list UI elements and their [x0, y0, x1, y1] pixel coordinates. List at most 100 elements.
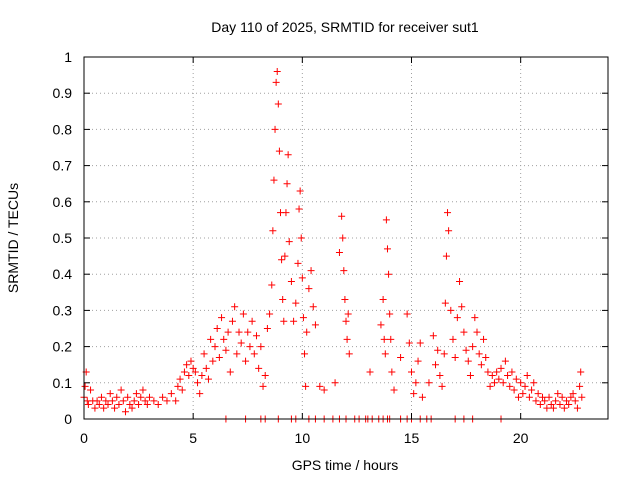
- data-point: [475, 350, 483, 358]
- data-points: [80, 67, 586, 423]
- data-point: [284, 151, 292, 159]
- data-point: [113, 393, 121, 401]
- data-point: [126, 401, 134, 409]
- data-point: [578, 393, 586, 401]
- data-point: [283, 180, 291, 188]
- data-point: [191, 368, 199, 376]
- data-point: [382, 216, 390, 224]
- data-point: [517, 379, 525, 387]
- x-axis-label: GPS time / hours: [292, 457, 399, 473]
- data-point: [525, 393, 533, 401]
- data-point: [117, 386, 125, 394]
- y-tick-label: 0.6: [53, 194, 73, 210]
- data-point: [560, 404, 568, 412]
- data-point: [220, 335, 228, 343]
- data-point: [449, 335, 457, 343]
- data-point: [442, 252, 450, 260]
- data-point: [81, 382, 89, 390]
- data-point: [183, 361, 191, 369]
- data-point: [460, 328, 468, 336]
- axis-ticks: 00.10.20.30.40.50.60.70.80.910 5 10 15 20: [53, 49, 608, 446]
- data-point: [255, 364, 263, 372]
- data-point: [309, 303, 317, 311]
- data-point: [380, 335, 388, 343]
- data-point: [87, 386, 95, 394]
- data-point: [343, 335, 351, 343]
- data-point: [237, 339, 245, 347]
- data-point: [196, 390, 204, 398]
- data-point: [508, 368, 516, 376]
- data-point: [462, 346, 470, 354]
- data-point: [567, 393, 575, 401]
- data-point: [387, 335, 395, 343]
- data-point: [523, 372, 531, 380]
- data-point: [298, 274, 306, 282]
- data-point: [226, 368, 234, 376]
- data-point: [414, 357, 422, 365]
- data-point: [269, 227, 277, 235]
- y-tick-label: 0: [64, 411, 72, 427]
- data-point: [451, 353, 459, 361]
- data-point: [292, 299, 300, 307]
- data-point: [266, 310, 274, 318]
- data-point: [377, 321, 385, 329]
- data-point: [104, 401, 112, 409]
- data-point: [167, 390, 175, 398]
- data-point: [282, 209, 290, 217]
- data-point: [499, 379, 507, 387]
- data-point: [279, 296, 287, 304]
- y-tick-label: 0.9: [53, 85, 73, 101]
- data-point: [493, 368, 501, 376]
- data-point: [228, 317, 236, 325]
- data-point: [268, 281, 276, 289]
- data-point: [416, 339, 424, 347]
- data-point: [139, 386, 147, 394]
- data-point: [301, 350, 309, 358]
- data-point: [271, 125, 279, 133]
- data-point: [146, 393, 153, 401]
- data-point: [299, 314, 307, 322]
- data-point: [495, 375, 503, 383]
- data-point: [303, 328, 311, 336]
- data-point: [187, 357, 195, 365]
- data-point: [95, 401, 103, 409]
- data-point: [388, 368, 396, 376]
- data-point: [558, 393, 566, 401]
- data-point: [202, 364, 210, 372]
- data-point: [445, 227, 453, 235]
- data-point: [440, 350, 448, 358]
- y-tick-label: 0.2: [53, 339, 73, 355]
- data-point: [501, 357, 509, 365]
- data-point: [385, 270, 393, 278]
- data-point: [543, 404, 551, 412]
- data-point: [231, 303, 239, 311]
- data-point: [111, 404, 119, 412]
- data-point: [412, 379, 420, 387]
- data-point: [563, 397, 571, 405]
- data-point: [477, 361, 485, 369]
- data-point: [242, 357, 250, 365]
- data-point: [233, 350, 241, 358]
- data-point: [418, 393, 426, 401]
- data-point: [250, 350, 258, 358]
- data-point: [390, 386, 398, 394]
- data-point: [488, 372, 496, 380]
- data-point: [119, 397, 127, 405]
- data-point: [287, 277, 295, 285]
- data-point: [340, 267, 348, 275]
- data-point: [218, 314, 226, 322]
- data-point: [490, 379, 498, 387]
- data-point: [545, 393, 553, 401]
- data-point: [447, 306, 455, 314]
- data-point: [577, 368, 585, 376]
- data-point: [539, 393, 546, 401]
- data-point: [115, 401, 123, 409]
- data-point: [222, 346, 230, 354]
- data-point: [471, 314, 479, 322]
- data-point: [215, 353, 223, 361]
- data-point: [466, 372, 474, 380]
- data-point: [252, 332, 260, 340]
- data-point: [504, 372, 512, 380]
- data-point: [386, 310, 394, 318]
